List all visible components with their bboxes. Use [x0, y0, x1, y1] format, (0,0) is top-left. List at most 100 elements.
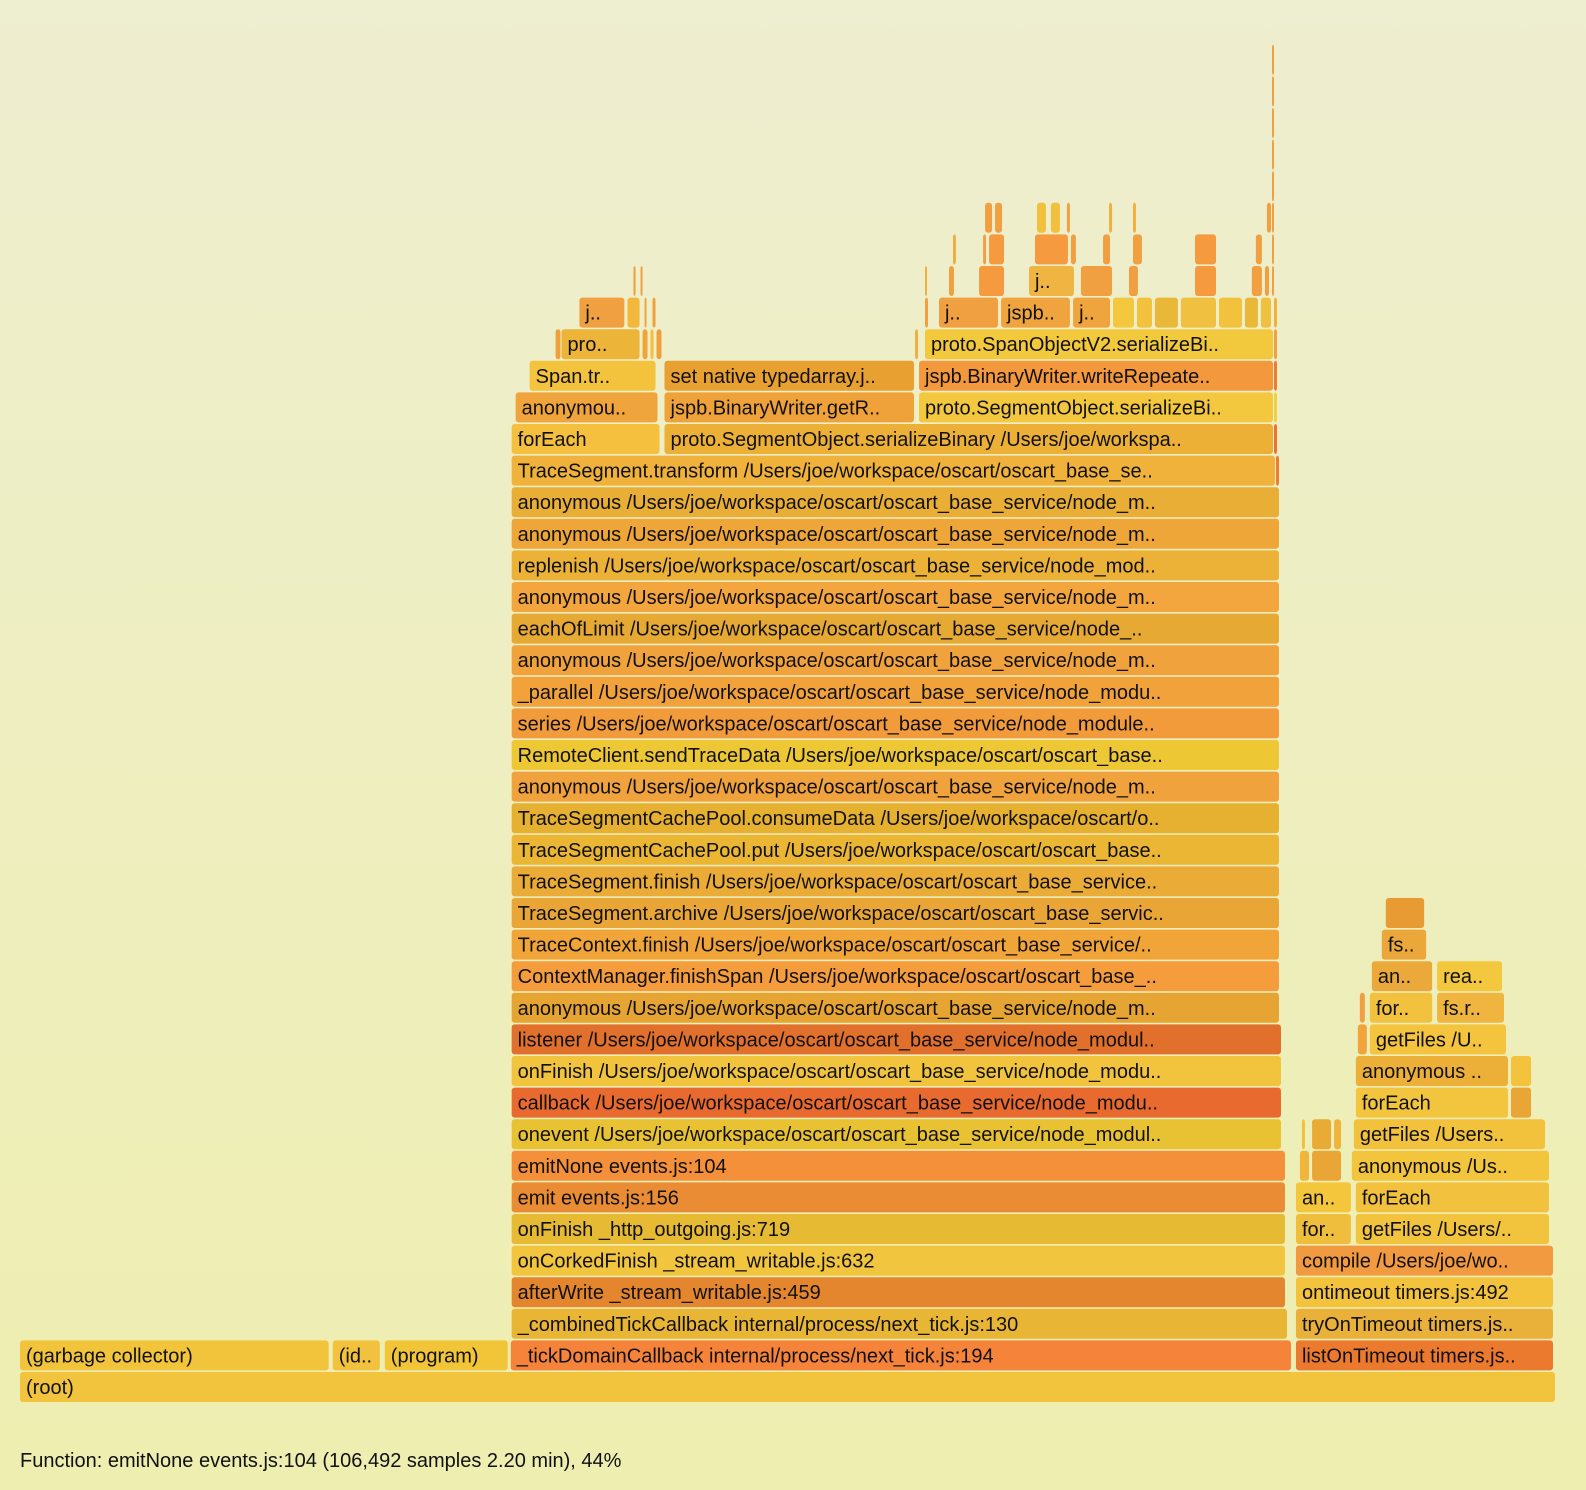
- flame-frame-rect[interactable]: [510, 1340, 1291, 1371]
- flame-frame[interactable]: forEach: [1355, 1087, 1508, 1118]
- flame-frame[interactable]: [1050, 202, 1060, 233]
- flame-frame-rect[interactable]: [511, 803, 1279, 834]
- flame-frame-rect[interactable]: [1132, 234, 1142, 265]
- flame-frame-rect[interactable]: [511, 929, 1279, 960]
- flame-frame[interactable]: [1260, 297, 1271, 328]
- flame-frame[interactable]: [1271, 108, 1274, 138]
- flame-frame-rect[interactable]: [511, 961, 1279, 992]
- flame-frame-rect[interactable]: [650, 329, 654, 360]
- flame-frame-rect[interactable]: [561, 329, 640, 360]
- flame-frame-rect[interactable]: [1070, 234, 1076, 265]
- flame-frame-rect[interactable]: [511, 708, 1279, 739]
- flame-frame-rect[interactable]: [919, 392, 1273, 423]
- flame-frame-rect[interactable]: [948, 266, 954, 296]
- flame-frame-rect[interactable]: [579, 297, 625, 328]
- flame-frame[interactable]: (root): [20, 1372, 1555, 1402]
- flame-frame-rect[interactable]: [1251, 266, 1262, 296]
- flame-frame-rect[interactable]: [511, 1245, 1285, 1276]
- flame-frame[interactable]: TraceSegmentCachePool.consumeData /Users…: [511, 803, 1279, 834]
- flame-frame[interactable]: [1264, 266, 1269, 296]
- flame-frame[interactable]: [1154, 297, 1178, 328]
- flame-frame-rect[interactable]: [511, 645, 1279, 676]
- flame-frame-rect[interactable]: [919, 360, 1273, 391]
- flame-frame[interactable]: [925, 266, 928, 296]
- flame-frame-rect[interactable]: [1355, 1214, 1550, 1244]
- flame-frame[interactable]: [1301, 1119, 1305, 1150]
- flame-frame-rect[interactable]: [915, 329, 919, 360]
- flame-frame[interactable]: [952, 234, 956, 265]
- flame-frame-rect[interactable]: [1355, 1182, 1550, 1213]
- flame-frame-rect[interactable]: [1357, 1024, 1367, 1055]
- flame-frame-rect[interactable]: [1271, 44, 1274, 75]
- flame-frame[interactable]: [1244, 297, 1258, 328]
- flame-frame[interactable]: tryOnTimeout timers.js..: [1295, 1308, 1554, 1339]
- flame-frame[interactable]: anonymous /Users/joe/workspace/oscart/os…: [511, 992, 1279, 1023]
- flame-frame[interactable]: j..: [1073, 297, 1111, 328]
- flame-frame[interactable]: listener /Users/joe/workspace/oscart/osc…: [511, 1024, 1281, 1055]
- flame-frame-rect[interactable]: [1273, 392, 1277, 423]
- flame-frame[interactable]: proto.SegmentObject.serializeBinary /Use…: [664, 424, 1273, 454]
- flame-frame[interactable]: _parallel /Users/joe/workspace/oscart/os…: [511, 676, 1279, 707]
- flame-frame-rect[interactable]: [1128, 266, 1138, 296]
- flame-frame-rect[interactable]: [995, 202, 1003, 233]
- flame-frame-rect[interactable]: [1103, 234, 1111, 265]
- flame-frame-rect[interactable]: [1273, 424, 1277, 454]
- flame-frame-rect[interactable]: [555, 329, 561, 360]
- flame-frame-rect[interactable]: [1510, 1087, 1532, 1118]
- flame-frame-rect[interactable]: [1271, 266, 1274, 296]
- flame-frame[interactable]: [555, 329, 561, 360]
- flame-frame[interactable]: [1103, 234, 1111, 265]
- flame-frame[interactable]: [1273, 297, 1277, 328]
- flame-frame-rect[interactable]: [1001, 297, 1070, 328]
- flame-frame[interactable]: [650, 329, 654, 360]
- flame-frame[interactable]: [1271, 76, 1274, 107]
- flame-frame[interactable]: TraceSegmentCachePool.put /Users/joe/wor…: [511, 834, 1279, 865]
- flame-frame[interactable]: forEach: [511, 424, 660, 454]
- flame-frame[interactable]: [1271, 44, 1274, 75]
- flame-frame-rect[interactable]: [985, 202, 993, 233]
- flame-frame-rect[interactable]: [1359, 992, 1365, 1023]
- flame-frame-rect[interactable]: [511, 1119, 1281, 1150]
- flame-frame-rect[interactable]: [1036, 202, 1046, 233]
- flame-frame-rect[interactable]: [1266, 202, 1271, 233]
- flame-frame[interactable]: anonymous /Users/joe/workspace/oscart/os…: [511, 518, 1279, 549]
- flame-frame-rect[interactable]: [1066, 202, 1070, 233]
- flame-frame[interactable]: [1195, 266, 1217, 296]
- flame-frame[interactable]: [1195, 234, 1217, 265]
- flame-frame[interactable]: [1510, 1087, 1532, 1118]
- flame-frame-rect[interactable]: [1510, 1056, 1532, 1086]
- flame-frame-rect[interactable]: [1353, 1119, 1546, 1150]
- flame-frame[interactable]: RemoteClient.sendTraceData /Users/joe/wo…: [511, 740, 1279, 770]
- flame-frame[interactable]: [1132, 234, 1142, 265]
- flame-frame-rect[interactable]: [511, 866, 1279, 897]
- flame-frame[interactable]: [1275, 455, 1279, 486]
- flame-frame-rect[interactable]: [20, 1372, 1555, 1402]
- flame-frame-rect[interactable]: [925, 297, 929, 328]
- flame-frame[interactable]: [1273, 424, 1277, 454]
- flame-frame[interactable]: [1080, 266, 1113, 296]
- flame-frame[interactable]: [644, 297, 647, 328]
- flame-frame[interactable]: getFiles /Users/..: [1355, 1214, 1550, 1244]
- flame-frame[interactable]: for..: [1295, 1214, 1351, 1244]
- flame-frame[interactable]: [642, 329, 648, 360]
- flame-frame-rect[interactable]: [20, 1340, 329, 1371]
- flame-frame-rect[interactable]: [983, 234, 987, 265]
- flame-frame[interactable]: jspb.BinaryWriter.getR..: [664, 392, 915, 423]
- flame-frame[interactable]: [1251, 266, 1262, 296]
- flame-frame-rect[interactable]: [515, 392, 658, 423]
- flame-frame-rect[interactable]: [511, 834, 1279, 865]
- flame-frame[interactable]: [633, 266, 636, 296]
- flame-frame-rect[interactable]: [1355, 1087, 1508, 1118]
- flame-frame-rect[interactable]: [1381, 929, 1427, 960]
- flame-frame-rect[interactable]: [1295, 1277, 1554, 1308]
- flame-frame-rect[interactable]: [1244, 297, 1258, 328]
- flame-frame-rect[interactable]: [511, 898, 1279, 928]
- flame-frame-rect[interactable]: [1113, 297, 1134, 328]
- flame-frame-rect[interactable]: [1275, 455, 1279, 486]
- flame-frame-rect[interactable]: [511, 1182, 1285, 1213]
- flame-frame-rect[interactable]: [511, 1087, 1281, 1118]
- flame-frame[interactable]: [1066, 202, 1070, 233]
- flame-frame-rect[interactable]: [529, 360, 656, 391]
- flame-frame[interactable]: getFiles /U..: [1369, 1024, 1507, 1055]
- flame-frame-rect[interactable]: [989, 234, 1005, 265]
